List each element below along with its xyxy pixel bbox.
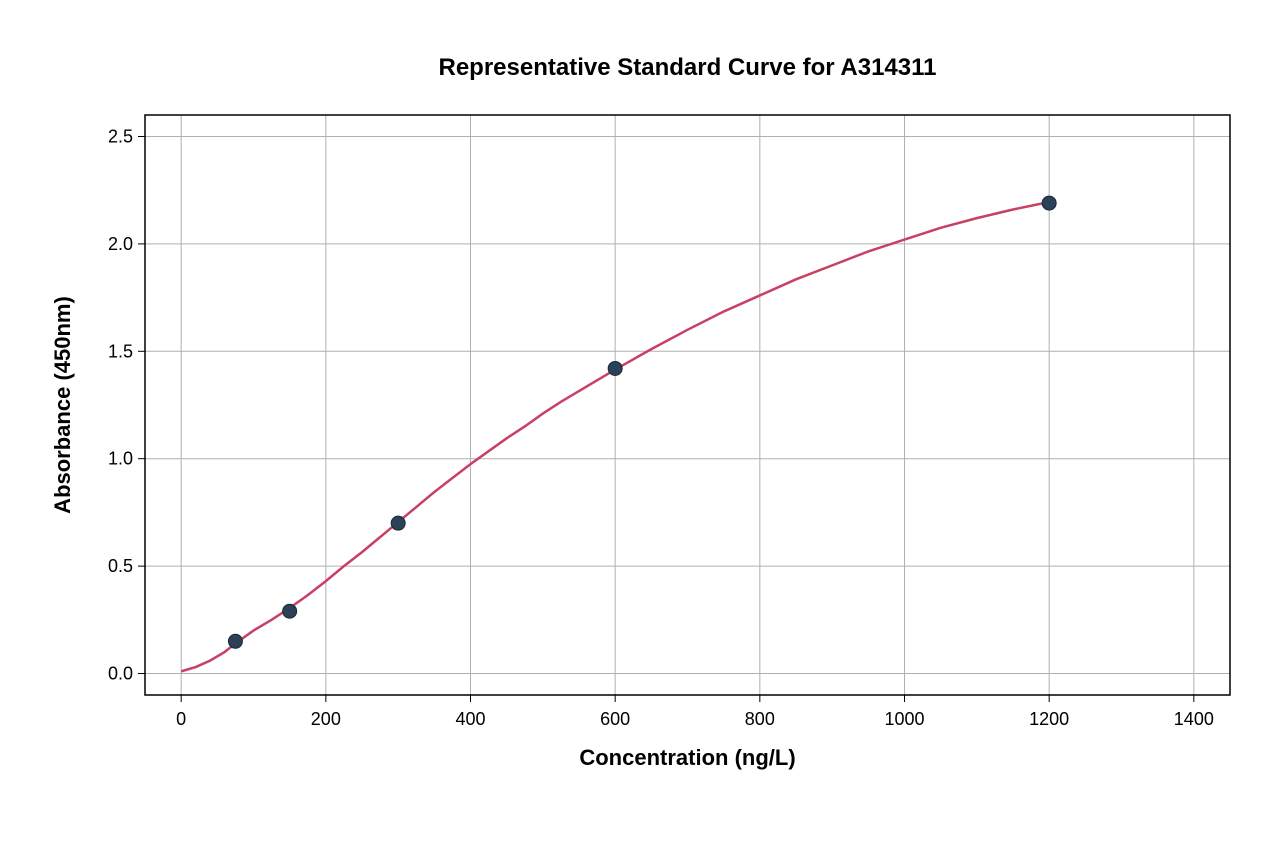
x-tick-label: 800: [745, 709, 775, 729]
y-ticks: 0.0 0.5 1.0 1.5 2.0 2.5: [108, 126, 145, 683]
y-tick-label: 1.0: [108, 449, 133, 469]
x-tick-label: 1200: [1029, 709, 1069, 729]
x-tick-label: 200: [311, 709, 341, 729]
y-tick-label: 0.5: [108, 556, 133, 576]
plot-background: [145, 115, 1230, 695]
x-tick-label: 0: [176, 709, 186, 729]
data-point: [391, 516, 405, 530]
chart-svg: Representative Standard Curve for A31431…: [0, 0, 1280, 845]
chart-title: Representative Standard Curve for A31431…: [439, 54, 937, 81]
x-ticks: 0 200 400 600 800 1000 1200 1400: [176, 695, 1214, 729]
data-point: [228, 634, 242, 648]
data-point: [283, 604, 297, 618]
y-tick-label: 2.0: [108, 234, 133, 254]
x-tick-label: 1000: [884, 709, 924, 729]
y-tick-label: 2.5: [108, 126, 133, 146]
y-axis-label: Absorbance (450nm): [50, 296, 75, 514]
x-tick-label: 1400: [1174, 709, 1214, 729]
x-tick-label: 400: [455, 709, 485, 729]
x-tick-label: 600: [600, 709, 630, 729]
chart-container: Representative Standard Curve for A31431…: [0, 0, 1280, 845]
data-point: [1042, 196, 1056, 210]
data-point: [608, 361, 622, 375]
x-axis-label: Concentration (ng/L): [579, 745, 795, 770]
y-tick-label: 0.0: [108, 664, 133, 684]
y-tick-label: 1.5: [108, 341, 133, 361]
